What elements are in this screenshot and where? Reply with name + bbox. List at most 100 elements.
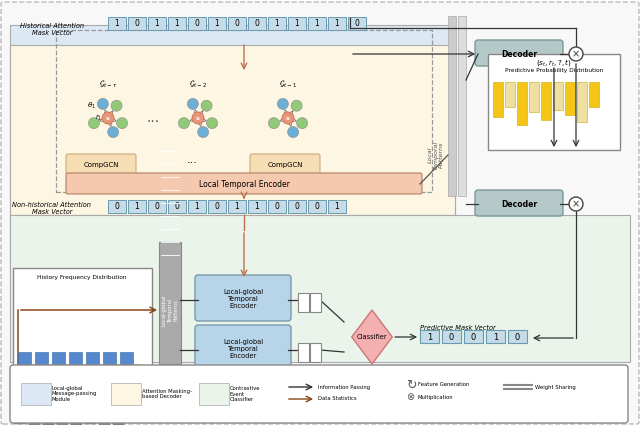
Text: Predictive Mask Vector: Predictive Mask Vector [420, 325, 496, 331]
FancyBboxPatch shape [10, 215, 630, 362]
Text: 0: 0 [235, 19, 239, 28]
Bar [42, 420, 54, 425]
Text: 1: 1 [255, 202, 259, 211]
Text: $\theta_1$: $\theta_1$ [86, 101, 95, 111]
FancyBboxPatch shape [128, 200, 147, 213]
Circle shape [268, 118, 280, 129]
Text: 1: 1 [315, 19, 319, 28]
Bar [68, 352, 81, 379]
Bar [517, 82, 527, 125]
Bar [553, 82, 563, 110]
FancyBboxPatch shape [328, 17, 346, 30]
FancyBboxPatch shape [486, 330, 506, 343]
FancyBboxPatch shape [128, 17, 147, 30]
FancyBboxPatch shape [13, 268, 152, 370]
Text: ...: ... [187, 155, 197, 165]
Bar [577, 82, 587, 122]
Text: Local
Temporal
Patterns: Local Temporal Patterns [428, 140, 444, 170]
Bar [15, 420, 26, 424]
FancyBboxPatch shape [188, 17, 206, 30]
Text: ×: × [572, 49, 580, 59]
Text: $r_1$: $r_1$ [95, 113, 103, 123]
Text: 0: 0 [115, 202, 120, 211]
FancyBboxPatch shape [508, 330, 527, 343]
FancyBboxPatch shape [148, 200, 166, 213]
Text: 0: 0 [315, 202, 319, 211]
Text: Weight Sharing: Weight Sharing [535, 385, 576, 389]
FancyBboxPatch shape [21, 383, 51, 405]
FancyBboxPatch shape [298, 292, 308, 312]
Circle shape [287, 127, 299, 138]
FancyBboxPatch shape [308, 17, 326, 30]
Circle shape [569, 197, 583, 211]
Text: ⊗: ⊗ [406, 392, 414, 402]
Text: s: s [286, 116, 290, 121]
Text: Local-global
Temporal
Encoder: Local-global Temporal Encoder [223, 339, 263, 359]
Bar [493, 82, 503, 117]
FancyBboxPatch shape [250, 154, 320, 174]
FancyBboxPatch shape [420, 330, 439, 343]
Text: 1: 1 [335, 19, 339, 28]
FancyBboxPatch shape [475, 190, 563, 216]
FancyBboxPatch shape [458, 16, 466, 196]
FancyBboxPatch shape [228, 200, 246, 213]
Text: 1: 1 [195, 202, 200, 211]
Text: 0: 0 [515, 332, 520, 342]
FancyBboxPatch shape [20, 365, 142, 386]
Text: Global Temporal Patterns: Global Temporal Patterns [41, 405, 121, 411]
Text: 1: 1 [214, 19, 220, 28]
Text: 1: 1 [134, 202, 140, 211]
Text: 1: 1 [275, 19, 280, 28]
Text: $\mathcal{G}_{t-2}$: $\mathcal{G}_{t-2}$ [189, 79, 207, 90]
Bar [113, 420, 124, 425]
Text: 0: 0 [134, 19, 140, 28]
Text: 0: 0 [275, 202, 280, 211]
FancyBboxPatch shape [310, 343, 321, 362]
Text: 0: 0 [355, 19, 360, 28]
Text: $(s_t, r_t, ?, t)$: $(s_t, r_t, ?, t)$ [536, 57, 572, 68]
FancyBboxPatch shape [464, 330, 483, 343]
FancyBboxPatch shape [168, 200, 186, 213]
Bar [589, 82, 599, 107]
Circle shape [296, 118, 308, 129]
Text: 1: 1 [427, 332, 432, 342]
Circle shape [569, 47, 583, 61]
Text: 0: 0 [471, 332, 476, 342]
FancyBboxPatch shape [268, 200, 286, 213]
Bar [29, 420, 40, 425]
FancyBboxPatch shape [159, 242, 181, 364]
Circle shape [201, 100, 212, 111]
Text: Decoder: Decoder [501, 49, 537, 59]
Bar [505, 82, 515, 107]
Bar [35, 352, 47, 381]
Text: Global Temporal Encoder: Global Temporal Encoder [42, 374, 120, 379]
Text: Local Temporal Encoder: Local Temporal Encoder [198, 179, 289, 189]
FancyBboxPatch shape [288, 17, 307, 30]
Circle shape [97, 99, 108, 109]
Bar [17, 352, 31, 373]
Text: CompGCN: CompGCN [268, 162, 303, 168]
FancyBboxPatch shape [66, 173, 422, 194]
Text: Feature Generation: Feature Generation [418, 382, 469, 388]
Text: Historical Attention
Mask Vector: Historical Attention Mask Vector [20, 23, 84, 36]
Text: 1: 1 [235, 202, 239, 211]
FancyBboxPatch shape [288, 200, 307, 213]
Text: 1: 1 [115, 19, 120, 28]
Bar [120, 352, 132, 381]
Text: Data Statistics: Data Statistics [318, 397, 356, 402]
Circle shape [277, 99, 289, 109]
Bar [84, 420, 95, 424]
FancyBboxPatch shape [328, 200, 346, 213]
FancyBboxPatch shape [168, 17, 186, 30]
Text: 1: 1 [175, 19, 179, 28]
Bar [541, 82, 551, 119]
Text: 1: 1 [335, 202, 339, 211]
Text: 1: 1 [294, 19, 300, 28]
Polygon shape [352, 310, 392, 364]
Text: 0: 0 [449, 332, 454, 342]
Text: 1: 1 [155, 19, 159, 28]
FancyBboxPatch shape [66, 154, 136, 174]
Bar [99, 420, 109, 425]
Circle shape [192, 112, 204, 124]
FancyBboxPatch shape [195, 275, 291, 321]
